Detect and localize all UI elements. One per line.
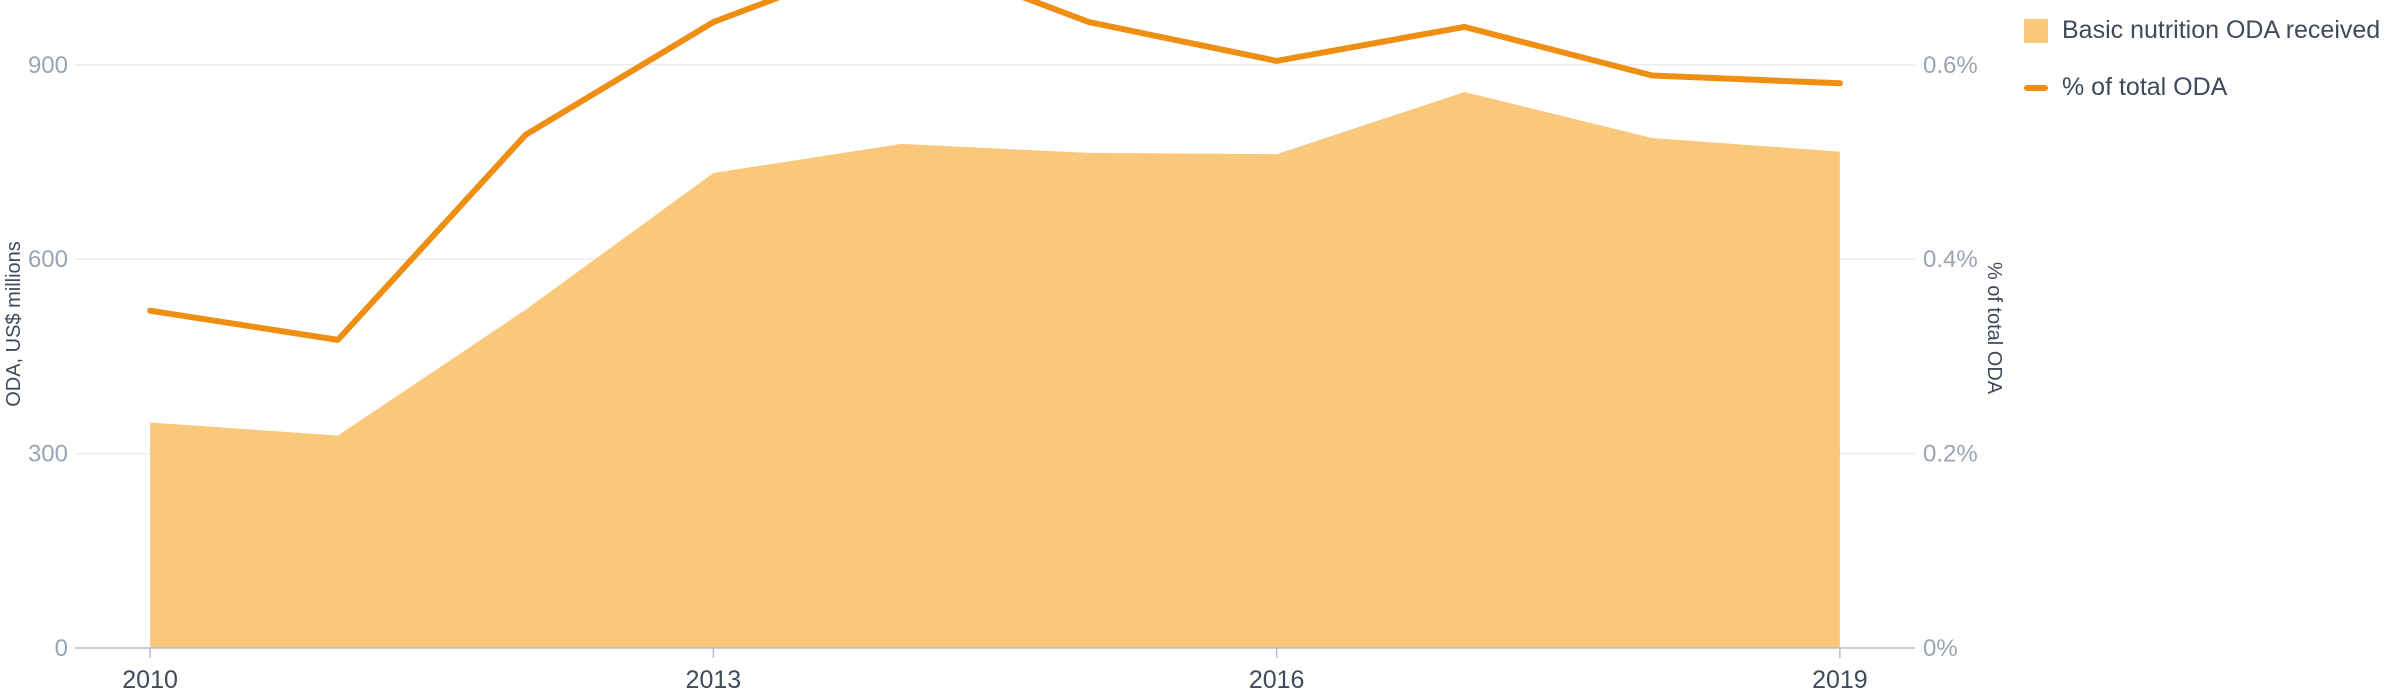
line-layer — [144, 0, 1846, 346]
area-point-2017[interactable] — [1458, 86, 1470, 98]
line-point-2013[interactable] — [707, 16, 719, 28]
y-tick-right-0.6%: 0.6% — [1923, 52, 1978, 79]
legend: Basic nutrition ODA received % of total … — [2024, 16, 2380, 102]
area-point-2016[interactable] — [1271, 148, 1283, 160]
line-point-2015[interactable] — [1083, 16, 1095, 28]
x-tick-2013: 2013 — [686, 666, 742, 694]
area-point-2015[interactable] — [1083, 147, 1095, 159]
line-point-2011[interactable] — [332, 334, 344, 346]
line-point-2018[interactable] — [1646, 70, 1658, 82]
area-point-2012[interactable] — [520, 304, 532, 316]
legend-swatch-line — [2024, 84, 2048, 91]
line-point-2017[interactable] — [1458, 21, 1470, 33]
area-point-2011[interactable] — [332, 429, 344, 441]
line-point-2019[interactable] — [1834, 77, 1846, 89]
area-point-2013[interactable] — [707, 167, 719, 179]
area-point-2018[interactable] — [1646, 132, 1658, 144]
y-tick-right-0.2%: 0.2% — [1923, 441, 1978, 468]
y-tick-left-600: 600 — [28, 246, 68, 273]
line-point-2010[interactable] — [144, 305, 156, 317]
area-point-2010[interactable] — [144, 416, 156, 428]
line-point-2016[interactable] — [1271, 55, 1283, 67]
y-axis-left-title: ODA, US$ millions — [3, 241, 25, 407]
series-area-basic-nutrition[interactable] — [150, 92, 1840, 648]
y-tick-left-900: 900 — [28, 52, 68, 79]
legend-swatch-area — [2024, 18, 2048, 43]
series-line-pct-total-oda[interactable] — [147, 0, 1843, 343]
x-tick-2019: 2019 — [1812, 666, 1868, 694]
legend-label-area: Basic nutrition ODA received — [2062, 16, 2381, 44]
legend-label-line: % of total ODA — [2062, 73, 2228, 101]
area-point-2014[interactable] — [895, 138, 907, 150]
y-tick-left-0: 0 — [55, 635, 68, 662]
y-axis-right-title: % of total ODA — [1983, 262, 2005, 395]
y-tick-right-0.4%: 0.4% — [1923, 246, 1978, 273]
y-tick-left-300: 300 — [28, 441, 68, 468]
x-tick-2010: 2010 — [122, 666, 178, 694]
x-tick-2016: 2016 — [1249, 666, 1305, 694]
area-layer — [144, 86, 1846, 648]
legend-item-area[interactable]: Basic nutrition ODA received — [2024, 16, 2380, 45]
axis-layer: 0 300 600 900 0% 0.2% 0.4% 0.6% 2010 2013 2016 2019 — [28, 52, 1978, 694]
line-point-2012[interactable] — [520, 129, 532, 141]
y-tick-right-0%: 0% — [1923, 635, 1958, 662]
legend-item-line[interactable]: % of total ODA — [2024, 73, 2380, 102]
area-point-2019[interactable] — [1834, 146, 1846, 158]
